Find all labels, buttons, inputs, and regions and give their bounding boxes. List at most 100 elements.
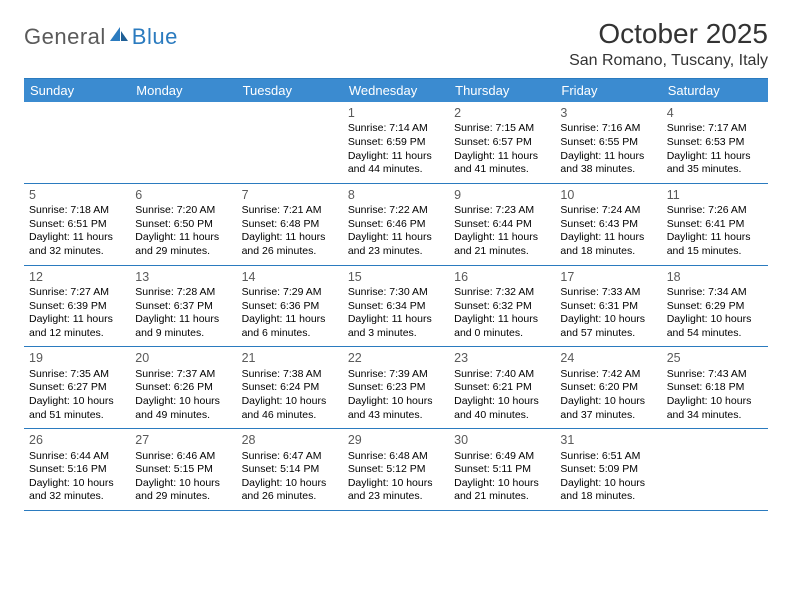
header: General Blue October 2025 San Romano, Tu… [24, 18, 768, 70]
day-ss: Sunset: 5:14 PM [242, 463, 338, 477]
day-d2: and 37 minutes. [560, 409, 656, 423]
day-d1: Daylight: 11 hours [454, 231, 550, 245]
day-number: 21 [242, 350, 338, 366]
day-ss: Sunset: 5:16 PM [29, 463, 125, 477]
day-d2: and 26 minutes. [242, 245, 338, 259]
day-number: 17 [560, 269, 656, 285]
day-d2: and 32 minutes. [29, 245, 125, 259]
day-ss: Sunset: 6:31 PM [560, 300, 656, 314]
day-ss: Sunset: 6:46 PM [348, 218, 444, 232]
day-cell [237, 102, 343, 183]
brand-part2: Blue [132, 24, 178, 50]
day-sr: Sunrise: 7:23 AM [454, 204, 550, 218]
day-number: 1 [348, 105, 444, 121]
day-cell [130, 102, 236, 183]
day-sr: Sunrise: 6:49 AM [454, 450, 550, 464]
day-header-row: Sunday Monday Tuesday Wednesday Thursday… [24, 79, 768, 102]
day-number: 4 [667, 105, 763, 121]
day-number: 28 [242, 432, 338, 448]
day-d2: and 9 minutes. [135, 327, 231, 341]
day-d2: and 32 minutes. [29, 490, 125, 504]
day-sr: Sunrise: 7:35 AM [29, 368, 125, 382]
day-ss: Sunset: 6:20 PM [560, 381, 656, 395]
day-sr: Sunrise: 7:34 AM [667, 286, 763, 300]
day-d1: Daylight: 11 hours [560, 231, 656, 245]
day-number: 10 [560, 187, 656, 203]
day-sr: Sunrise: 7:38 AM [242, 368, 338, 382]
day-ss: Sunset: 6:55 PM [560, 136, 656, 150]
day-ss: Sunset: 6:34 PM [348, 300, 444, 314]
day-cell: 4Sunrise: 7:17 AMSunset: 6:53 PMDaylight… [662, 102, 768, 183]
day-sr: Sunrise: 7:42 AM [560, 368, 656, 382]
day-ss: Sunset: 6:18 PM [667, 381, 763, 395]
day-cell: 19Sunrise: 7:35 AMSunset: 6:27 PMDayligh… [24, 347, 130, 428]
day-sr: Sunrise: 7:33 AM [560, 286, 656, 300]
day-header-wed: Wednesday [343, 79, 449, 102]
day-d1: Daylight: 10 hours [135, 477, 231, 491]
day-ss: Sunset: 5:11 PM [454, 463, 550, 477]
day-cell: 20Sunrise: 7:37 AMSunset: 6:26 PMDayligh… [130, 347, 236, 428]
day-ss: Sunset: 6:27 PM [29, 381, 125, 395]
day-ss: Sunset: 6:51 PM [29, 218, 125, 232]
day-d1: Daylight: 11 hours [348, 231, 444, 245]
day-d1: Daylight: 10 hours [667, 395, 763, 409]
day-sr: Sunrise: 7:18 AM [29, 204, 125, 218]
day-sr: Sunrise: 7:20 AM [135, 204, 231, 218]
day-d1: Daylight: 10 hours [242, 395, 338, 409]
day-d1: Daylight: 10 hours [560, 313, 656, 327]
day-ss: Sunset: 6:50 PM [135, 218, 231, 232]
day-cell: 7Sunrise: 7:21 AMSunset: 6:48 PMDaylight… [237, 184, 343, 265]
day-cell: 31Sunrise: 6:51 AMSunset: 5:09 PMDayligh… [555, 429, 661, 510]
day-ss: Sunset: 6:24 PM [242, 381, 338, 395]
day-cell: 23Sunrise: 7:40 AMSunset: 6:21 PMDayligh… [449, 347, 555, 428]
week-row: 12Sunrise: 7:27 AMSunset: 6:39 PMDayligh… [24, 266, 768, 348]
day-d1: Daylight: 11 hours [29, 313, 125, 327]
day-header-mon: Monday [130, 79, 236, 102]
day-d2: and 35 minutes. [667, 163, 763, 177]
day-ss: Sunset: 6:44 PM [454, 218, 550, 232]
day-sr: Sunrise: 7:15 AM [454, 122, 550, 136]
day-sr: Sunrise: 6:44 AM [29, 450, 125, 464]
day-cell: 29Sunrise: 6:48 AMSunset: 5:12 PMDayligh… [343, 429, 449, 510]
day-d2: and 21 minutes. [454, 490, 550, 504]
day-header-thu: Thursday [449, 79, 555, 102]
day-number: 29 [348, 432, 444, 448]
day-d2: and 23 minutes. [348, 490, 444, 504]
day-cell: 2Sunrise: 7:15 AMSunset: 6:57 PMDaylight… [449, 102, 555, 183]
day-cell [24, 102, 130, 183]
day-number: 3 [560, 105, 656, 121]
day-header-sun: Sunday [24, 79, 130, 102]
day-header-fri: Friday [555, 79, 661, 102]
day-cell: 24Sunrise: 7:42 AMSunset: 6:20 PMDayligh… [555, 347, 661, 428]
day-d1: Daylight: 10 hours [454, 395, 550, 409]
day-number: 16 [454, 269, 550, 285]
day-d2: and 18 minutes. [560, 490, 656, 504]
day-d1: Daylight: 11 hours [454, 313, 550, 327]
day-sr: Sunrise: 7:40 AM [454, 368, 550, 382]
day-cell: 17Sunrise: 7:33 AMSunset: 6:31 PMDayligh… [555, 266, 661, 347]
day-d2: and 34 minutes. [667, 409, 763, 423]
day-d2: and 0 minutes. [454, 327, 550, 341]
day-cell: 27Sunrise: 6:46 AMSunset: 5:15 PMDayligh… [130, 429, 236, 510]
day-ss: Sunset: 6:53 PM [667, 136, 763, 150]
week-row: 5Sunrise: 7:18 AMSunset: 6:51 PM Daylight… [24, 184, 768, 266]
day-number: 19 [29, 350, 125, 366]
week-row: 26Sunrise: 6:44 AMSunset: 5:16 PMDayligh… [24, 429, 768, 511]
day-d2: and 6 minutes. [242, 327, 338, 341]
day-sr: Sunrise: 7:32 AM [454, 286, 550, 300]
day-number: 8 [348, 187, 444, 203]
day-sr: Sunrise: 7:21 AM [242, 204, 338, 218]
day-number: 25 [667, 350, 763, 366]
day-number: 11 [667, 187, 763, 203]
day-d1: Daylight: 10 hours [348, 477, 444, 491]
day-ss: Sunset: 6:59 PM [348, 136, 444, 150]
day-number: 5 [29, 187, 125, 203]
page: General Blue October 2025 San Romano, Tu… [0, 0, 792, 521]
day-sr: Sunrise: 7:39 AM [348, 368, 444, 382]
day-number: 15 [348, 269, 444, 285]
day-d2: and 29 minutes. [135, 245, 231, 259]
day-number: 24 [560, 350, 656, 366]
day-ss: Sunset: 6:32 PM [454, 300, 550, 314]
day-cell: 12Sunrise: 7:27 AMSunset: 6:39 PMDayligh… [24, 266, 130, 347]
day-d2: and 18 minutes. [560, 245, 656, 259]
